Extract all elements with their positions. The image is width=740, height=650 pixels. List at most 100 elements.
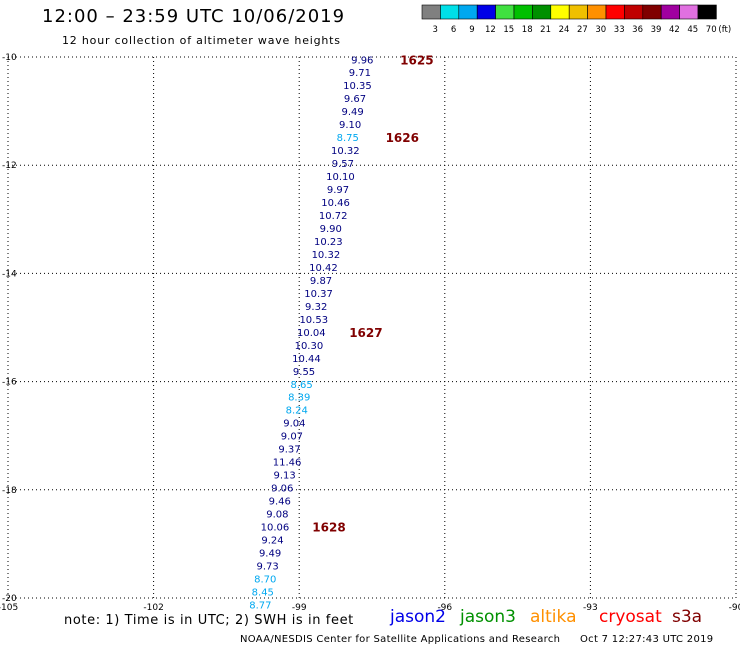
footer-note: note: 1) Time is in UTC; 2) SWH is in fe…	[64, 613, 354, 628]
lon-tick-label: -102	[143, 603, 163, 613]
wave-height-value: 8.65	[290, 380, 312, 391]
wave-height-value: 9.24	[261, 536, 283, 547]
lat-tick-label: -20	[2, 594, 17, 604]
lon-tick-label: -90	[729, 603, 740, 613]
legend-label: 39	[651, 25, 662, 35]
legend-label: 9	[469, 25, 474, 35]
time-mark-label: 1628	[312, 521, 345, 535]
legend-label: 36	[632, 25, 643, 35]
legend-swatch	[568, 4, 588, 20]
wave-height-value: 9.07	[281, 432, 303, 443]
wave-height-value: 9.13	[274, 471, 296, 482]
wave-height-value: 8.70	[254, 575, 276, 586]
wave-height-value: 10.04	[297, 328, 326, 339]
lon-tick-label: -93	[583, 603, 598, 613]
page-subtitle: 12 hour collection of altimeter wave hei…	[62, 34, 341, 47]
legend-swatch	[476, 4, 496, 20]
generated-timestamp: Oct 7 12:27:43 UTC 2019	[580, 634, 714, 645]
wave-height-value: 9.57	[332, 159, 354, 170]
legend-swatch	[624, 4, 644, 20]
wave-height-value: 10.35	[343, 81, 372, 92]
lat-tick-label: -18	[2, 486, 17, 496]
wave-height-value: 10.53	[299, 315, 328, 326]
wave-height-value: 10.37	[304, 289, 333, 300]
wave-height-value: 8.75	[337, 133, 359, 144]
wave-height-value: 9.49	[259, 549, 281, 560]
wave-height-value: 9.08	[266, 510, 288, 521]
legend-swatch	[513, 4, 533, 20]
wave-height-value: 8.39	[288, 393, 310, 404]
legend-label: 45	[687, 25, 698, 35]
wave-height-value: 10.30	[295, 341, 324, 352]
legend-label: 27	[577, 25, 588, 35]
wave-height-value: 9.73	[257, 562, 279, 573]
wave-height-value: 10.44	[292, 354, 321, 365]
wave-height-value: 10.06	[261, 523, 290, 534]
wave-height-value: 9.97	[327, 185, 349, 196]
wave-height-value: 10.32	[331, 146, 360, 157]
legend-label: 33	[614, 25, 625, 35]
wave-height-value: 9.71	[349, 68, 371, 79]
credit-text: NOAA/NESDIS Center for Satellite Applica…	[240, 634, 561, 645]
lat-tick-label: -12	[2, 161, 17, 171]
axis-ticks: -105 -102 -99 -96 -93 -90 -10 -12 -14 -16 -18 -20	[0, 53, 740, 613]
color-legend: 3 6 9 12 15 18 21 24 27 30 33 36 39 42 45 70 (ft)	[421, 4, 731, 35]
satellite-cryosat: cryosat	[599, 607, 662, 627]
wave-height-value: 9.55	[293, 367, 315, 378]
time-mark-label: 1627	[349, 326, 382, 340]
time-marks: 1625 1626 1627 1628	[312, 54, 433, 535]
wave-height-value: 9.67	[344, 94, 366, 105]
wave-height-value: 10.72	[319, 211, 348, 222]
legend-unit: (ft)	[718, 25, 731, 35]
time-mark-label: 1625	[400, 54, 433, 68]
legend-swatch	[605, 4, 625, 20]
wave-height-value: 10.23	[314, 237, 343, 248]
legend-label: 18	[522, 25, 533, 35]
wave-height-value: 9.46	[269, 497, 291, 508]
legend-label: 12	[485, 25, 496, 35]
wave-height-value: 10.10	[326, 172, 355, 183]
wave-height-value: 8.77	[249, 600, 271, 611]
lat-tick-label: -14	[2, 269, 17, 279]
wave-height-value: 9.32	[305, 302, 327, 313]
legend-swatch	[440, 4, 460, 20]
legend-label: 15	[503, 25, 514, 35]
satellite-s3a: s3a	[672, 607, 703, 627]
legend-swatch	[495, 4, 515, 20]
wave-height-value: 8.24	[286, 406, 308, 417]
lat-tick-label: -16	[2, 378, 17, 388]
legend-label: 70	[706, 25, 717, 35]
legend-swatch	[550, 4, 570, 20]
wave-height-value: 10.46	[321, 198, 350, 209]
satellite-altika: altika	[530, 607, 577, 627]
wave-height-labels: 9.969.71 10.35 9.67 9.49 9.10 8.75 10.32 9.57 10…	[249, 56, 373, 612]
legend-swatch	[660, 4, 680, 20]
legend-label: 42	[669, 25, 680, 35]
lon-tick-label: -105	[0, 603, 18, 613]
wave-height-value: 10.32	[312, 250, 341, 261]
wave-height-value: 9.04	[283, 419, 305, 430]
wave-height-value: 9.87	[310, 276, 332, 287]
legend-label: 30	[595, 25, 606, 35]
lon-tick-label: -96	[437, 603, 452, 613]
wave-height-value: 8.45	[252, 588, 274, 599]
wave-height-value: 9.96	[351, 56, 373, 67]
legend-swatch	[679, 4, 699, 20]
wave-height-value: 9.10	[339, 120, 361, 131]
wave-height-value: 11.46	[273, 458, 302, 469]
legend-label: 6	[451, 25, 456, 35]
time-mark-label: 1626	[386, 131, 419, 145]
legend-swatch	[697, 4, 717, 20]
legend-swatch	[458, 4, 478, 20]
lon-tick-label: -99	[292, 603, 307, 613]
legend-swatch	[421, 4, 441, 20]
legend-swatch	[642, 4, 662, 20]
legend-swatch	[587, 4, 607, 20]
satellite-jason2: jason2	[390, 607, 446, 627]
wave-height-value: 9.06	[271, 484, 293, 495]
wave-height-value: 9.37	[278, 445, 300, 456]
legend-swatch	[532, 4, 552, 20]
wave-height-value: 10.42	[309, 263, 338, 274]
page-title: 12:00 – 23:59 UTC 10/06/2019	[42, 6, 346, 27]
